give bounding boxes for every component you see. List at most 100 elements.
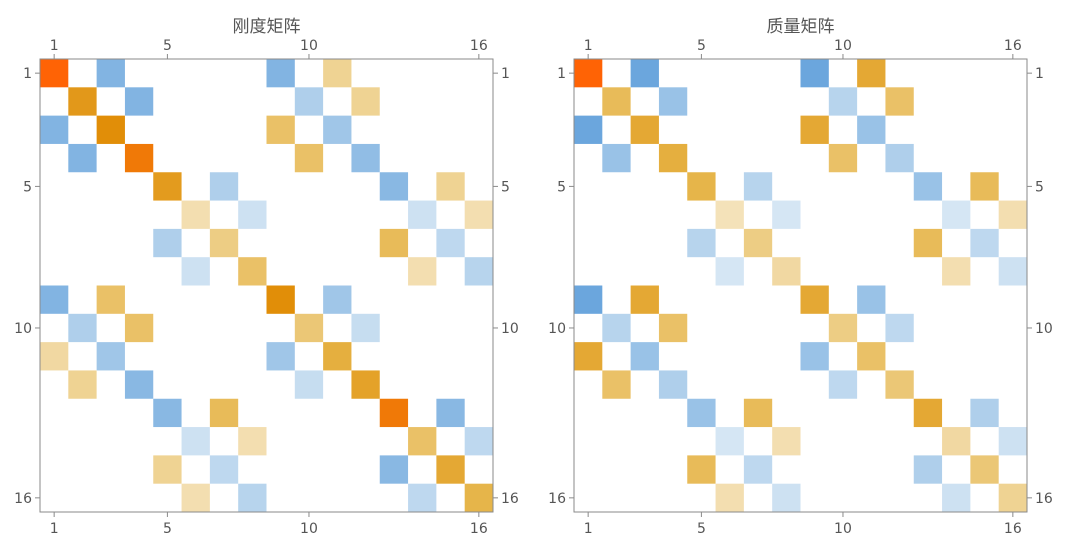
matrix-cell [715, 427, 744, 456]
tick-label-top: 16 [470, 38, 488, 54]
matrix-cell [743, 172, 773, 201]
matrix-cell [800, 59, 829, 88]
matrix-cell [68, 143, 97, 173]
matrix-cell [574, 59, 603, 88]
matrix-cell [602, 143, 631, 173]
matrix-cell [266, 342, 295, 371]
matrix-cell [323, 59, 352, 88]
matrix-cell [209, 172, 239, 201]
tick-label-left: 1 [557, 66, 566, 82]
tick-label-top: 10 [300, 38, 318, 54]
matrix-cell [800, 115, 829, 144]
tick-label-right: 5 [1035, 179, 1044, 195]
matrix-cell [238, 257, 267, 286]
matrix-cell [266, 115, 295, 144]
matrix-cell [942, 257, 971, 286]
matrix-cell [408, 257, 437, 286]
matrix-cell [857, 342, 886, 371]
matrix-cell [464, 483, 493, 512]
tick-label-left: 1 [23, 66, 32, 82]
tick-label-left: 10 [14, 321, 32, 337]
matrix-cell [800, 285, 829, 314]
tick-label-top: 16 [1004, 38, 1022, 54]
matrix-cell [266, 285, 295, 314]
matrix-cell [294, 143, 324, 173]
matrix-cell [913, 172, 943, 201]
matrix-cell [630, 59, 659, 88]
matrix-cell [379, 172, 409, 201]
matrix-cell [238, 483, 267, 512]
matrix-cell [68, 313, 97, 343]
matrix-cell [181, 257, 210, 286]
matrix-cell [828, 370, 858, 399]
matrix-cell [323, 285, 352, 314]
matrix-cell [828, 143, 858, 173]
tick-label-bottom: 5 [163, 521, 172, 537]
matrix-cell [800, 342, 829, 371]
matrix-cell [96, 59, 125, 88]
matrix-cell [96, 342, 125, 371]
matrix-cell [436, 172, 465, 201]
matrix-cell [857, 115, 886, 144]
matrix-cell [153, 455, 182, 484]
matrix-cell [351, 313, 380, 343]
matrix-cell [294, 313, 324, 343]
matrix-cell [630, 342, 659, 371]
matrix-cell [970, 398, 999, 428]
matrix-cell [998, 483, 1027, 512]
matrix-cell [857, 59, 886, 88]
matrix-cell [828, 313, 858, 343]
tick-label-right: 1 [501, 66, 510, 82]
tick-label-left: 16 [548, 491, 566, 507]
matrix-cell [294, 370, 324, 399]
matrix-cell [124, 87, 154, 116]
tick-label-left: 10 [548, 321, 566, 337]
matrix-cell [323, 115, 352, 144]
matrix-cell [574, 285, 603, 314]
tick-label-bottom: 1 [50, 521, 59, 537]
tick-label-bottom: 1 [584, 521, 593, 537]
matrix-cell [351, 87, 380, 116]
matrix-cell [574, 115, 603, 144]
matrix-cell [408, 200, 437, 229]
plot-frame [573, 58, 1028, 513]
matrix-cell [942, 427, 971, 456]
matrix-cell [436, 455, 465, 484]
matrix-cell [408, 427, 437, 456]
tick-label-left: 16 [14, 491, 32, 507]
matrix-cell [658, 87, 688, 116]
matrix-cell [464, 257, 493, 286]
matrix-cell [574, 342, 603, 371]
matrix-cell [40, 115, 69, 144]
tick-label-top: 5 [163, 38, 172, 54]
matrix-cell [323, 342, 352, 371]
tick-label-top: 5 [697, 38, 706, 54]
matrix-cell [209, 228, 239, 258]
matrix-cell [970, 455, 999, 484]
matrix-cell [998, 257, 1027, 286]
plot-title: 质量矩阵 [767, 17, 835, 37]
tick-label-left: 5 [557, 179, 566, 195]
matrix-cell [436, 398, 465, 428]
matrix-cell [602, 370, 631, 399]
matrix-cell [687, 455, 716, 484]
matrix-cell [715, 483, 744, 512]
matrix-cell [351, 370, 380, 399]
matrix-cell [658, 143, 688, 173]
matrix-cell [913, 228, 943, 258]
matrix-cell [743, 398, 773, 428]
mass-matrix-plot: 质量矩阵 1 1 1 1 5 5 5 5 10 10 10 10 16 16 16 16 [548, 17, 1053, 537]
matrix-cell [124, 313, 154, 343]
tick-label-right: 1 [1035, 66, 1044, 82]
tick-label-top: 10 [834, 38, 852, 54]
matrix-cell [379, 398, 409, 428]
matrix-cell [153, 228, 182, 258]
matrix-cell [857, 285, 886, 314]
matrix-cell [408, 483, 437, 512]
tick-label-bottom: 16 [1004, 521, 1022, 537]
matrix-cell [687, 172, 716, 201]
tick-label-bottom: 10 [300, 521, 318, 537]
matrix-cell [68, 370, 97, 399]
matrix-cell [913, 398, 943, 428]
matrix-cell [715, 257, 744, 286]
